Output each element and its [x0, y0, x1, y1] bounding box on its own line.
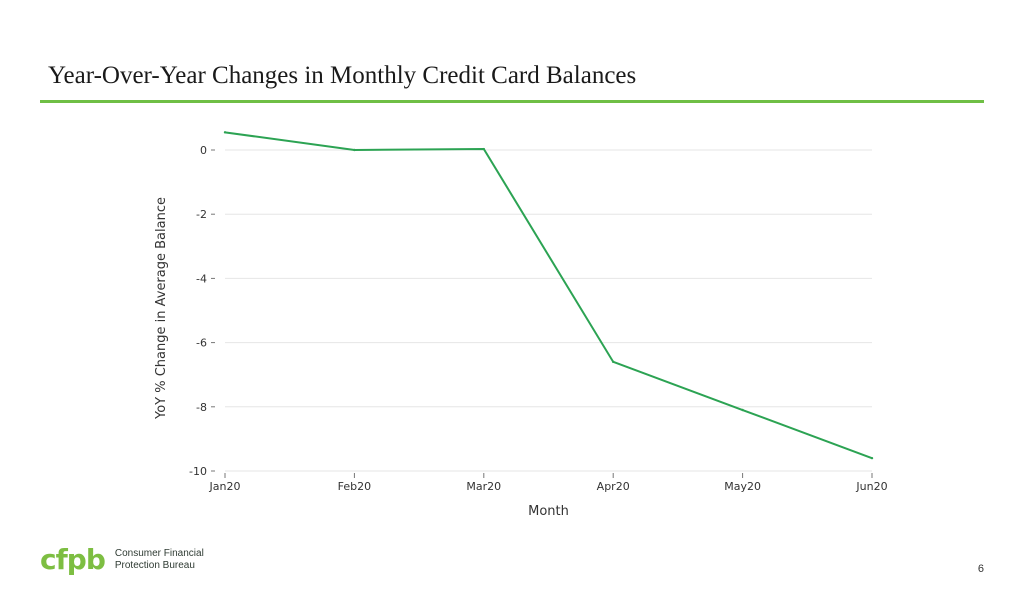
data-point	[223, 131, 227, 134]
logo-line-2: Protection Bureau	[114, 560, 195, 571]
x-tick-label: Mar20	[466, 480, 501, 493]
data-point	[870, 456, 874, 460]
y-axis-label: YoY % Change in Average Balance	[154, 197, 169, 420]
y-tick-label: -8	[196, 401, 207, 414]
x-tick-label: Apr20	[597, 480, 630, 493]
x-tick-label: Feb20	[338, 480, 371, 493]
slide-title: Year-Over-Year Changes in Monthly Credit…	[48, 62, 637, 89]
x-tick-label: Jun20	[855, 480, 887, 493]
data-point	[612, 360, 615, 364]
series-line	[224, 131, 873, 460]
data-point	[353, 148, 356, 152]
logo-line-1: Consumer Financial	[114, 548, 204, 559]
x-tick-label: May20	[724, 480, 761, 493]
title-divider	[40, 100, 984, 103]
x-tick-label: Jan20	[209, 480, 241, 493]
y-tick-label: -4	[196, 272, 207, 285]
cfpb-logo-mark: cfpb	[40, 543, 106, 576]
y-tick-label: -6	[196, 337, 207, 350]
cfpb-logo-text: Consumer Financial Protection Bureau	[115, 548, 204, 572]
y-tick-label: 0	[200, 144, 207, 157]
cfpb-logo: cfpb Consumer Financial Protection Burea…	[40, 546, 204, 574]
y-tick-label: -10	[189, 465, 207, 478]
data-point	[482, 147, 485, 151]
data-point	[741, 408, 744, 412]
x-axis-label: Month	[528, 504, 569, 519]
page-number: 6	[977, 563, 984, 575]
y-tick-label: -2	[196, 208, 207, 221]
